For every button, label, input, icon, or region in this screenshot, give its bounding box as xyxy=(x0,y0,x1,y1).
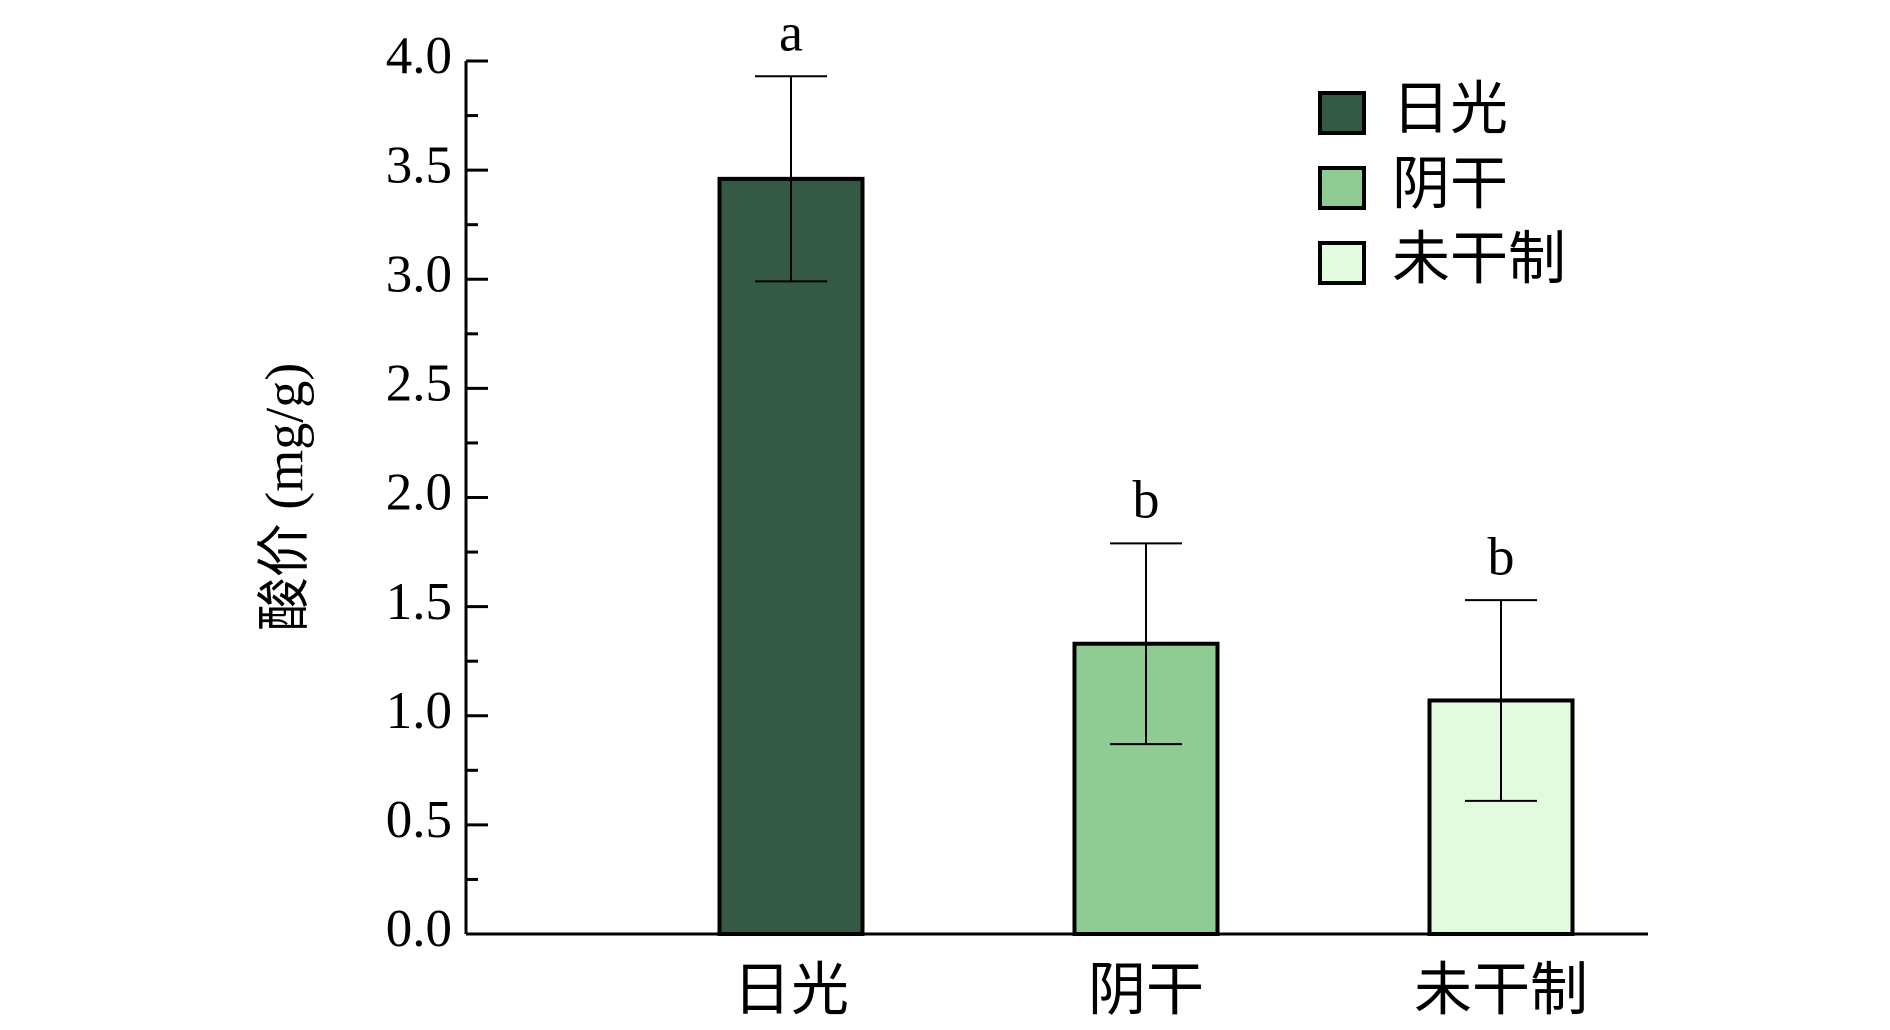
y-tick-label: 1.0 xyxy=(386,682,452,740)
legend-swatch xyxy=(1318,91,1366,135)
error-bar xyxy=(1110,542,1182,746)
y-tick-label: 0.0 xyxy=(386,900,452,958)
y-tick-label: 3.5 xyxy=(386,136,452,194)
x-tick-label: 日光 xyxy=(733,957,849,1022)
significance-label: b xyxy=(1133,470,1160,530)
y-tick-label: 0.5 xyxy=(386,791,452,849)
y-tick-label: 3.0 xyxy=(386,245,452,303)
legend-swatch xyxy=(1318,166,1366,210)
legend-label: 阴干 xyxy=(1392,151,1508,216)
x-tick-label: 未干制 xyxy=(1414,957,1588,1022)
legend-label: 未干制 xyxy=(1392,226,1566,291)
y-tick-label: 4.0 xyxy=(386,27,452,85)
x-tick-label: 阴干 xyxy=(1088,957,1204,1022)
error-bar xyxy=(1465,599,1537,802)
y-tick-label: 2.5 xyxy=(386,355,452,413)
legend-swatch xyxy=(1318,241,1366,285)
y-tick-label: 1.5 xyxy=(386,573,452,631)
y-tick-label: 2.0 xyxy=(386,464,452,522)
bar xyxy=(717,176,865,937)
error-bar xyxy=(755,75,827,283)
y-axis-label: 酸价 (mg/g) xyxy=(254,363,314,631)
significance-label: a xyxy=(779,3,803,63)
significance-label: b xyxy=(1488,526,1515,586)
legend-label: 日光 xyxy=(1392,76,1508,141)
